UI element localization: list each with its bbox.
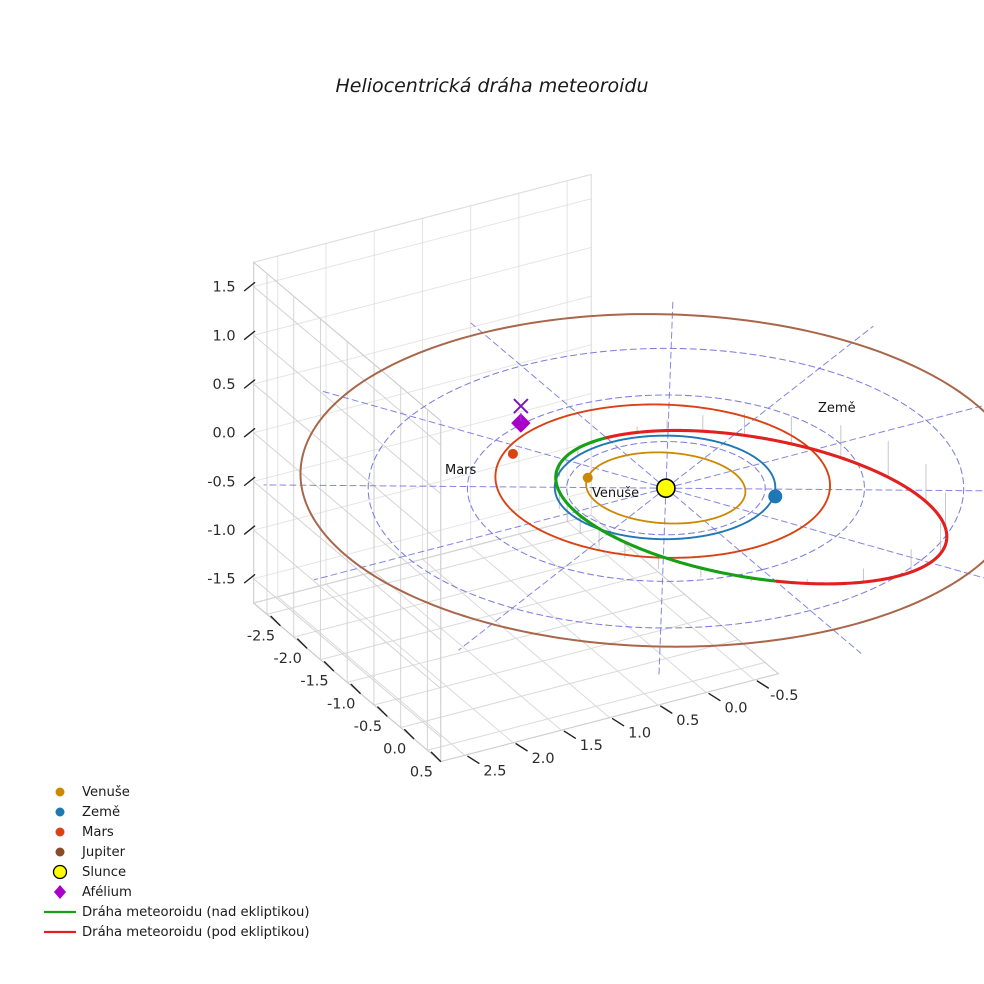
legend-dot-swatch (55, 807, 65, 817)
y-tick-4: 1.5 (580, 738, 603, 754)
legend-item: Dráha meteoroidu (nad ekliptikou) (44, 904, 310, 920)
axes-panes (252, 173, 780, 763)
x-tick-1: -2.0 (274, 651, 302, 667)
legend-item: Afélium (54, 884, 132, 900)
meteoroid-trajectory (554, 428, 949, 586)
legend-dot-swatch (55, 787, 65, 797)
z-tick-1: 1.0 (213, 328, 236, 344)
body-markers (507, 398, 783, 504)
z-tick-5: -1.0 (207, 523, 235, 539)
aphelion-marker (511, 413, 531, 433)
legend-item: Země (55, 804, 120, 820)
marker-venuše (582, 472, 593, 483)
z-tick-6: -1.5 (207, 572, 235, 588)
venuse-label: Venuše (592, 486, 639, 501)
y-tick-6: 2.5 (483, 763, 506, 779)
x-tick-0: -2.5 (247, 628, 275, 644)
legend-dot-swatch (52, 864, 68, 880)
z-tick-3: 0.0 (213, 426, 236, 442)
legend-dot-swatch (55, 847, 65, 857)
axis-tick-labels: 1.51.00.50.0-0.5-1.0-1.5-2.5-2.0-1.5-1.0… (207, 280, 798, 781)
planet-orbits (299, 313, 984, 648)
legend-item: Dráha meteoroidu (pod ekliptikou) (44, 924, 310, 940)
legend-item: Slunce (52, 864, 126, 880)
x-tick-3: -1.0 (327, 696, 355, 712)
legend-label: Jupiter (81, 845, 126, 860)
x-tick-5: 0.0 (383, 742, 406, 758)
legend-label: Dráha meteoroidu (pod ekliptikou) (82, 924, 310, 940)
legend-diamond-swatch (54, 885, 66, 899)
legend-label: Afélium (82, 884, 132, 900)
page-title: Heliocentrická dráha meteoroidu (335, 75, 648, 97)
marker-země (768, 489, 783, 504)
x-tick-2: -1.5 (300, 674, 328, 690)
legend-item: Venuše (55, 784, 130, 800)
y-tick-5: 2.0 (532, 751, 555, 767)
z-tick-0: 1.5 (213, 280, 236, 296)
legend-dot-swatch (55, 827, 65, 837)
mars-label: Mars (445, 463, 477, 478)
y-tick-3: 1.0 (628, 726, 651, 742)
x-tick-6: 0.5 (410, 764, 433, 780)
zeme-label: Země (818, 401, 856, 416)
y-tick-1: 0.0 (724, 701, 747, 717)
body-annotations: Mars Venuše Země (445, 401, 856, 501)
z-tick-4: -0.5 (207, 474, 235, 490)
y-tick-2: 0.5 (676, 713, 699, 729)
legend-label: Slunce (82, 865, 126, 880)
legend-label: Země (82, 804, 120, 820)
marker-mars (507, 448, 518, 459)
legend: Venuše Země Mars Jupiter Slunce Afélium Dráha … (44, 784, 310, 940)
aphelion-cross-icon (513, 398, 529, 414)
legend-item: Jupiter (55, 845, 126, 860)
y-tick-0: -0.5 (770, 688, 798, 704)
legend-item: Mars (55, 825, 114, 840)
legend-label: Mars (82, 825, 114, 840)
marker-slunce (656, 478, 676, 498)
z-tick-2: 0.5 (213, 377, 236, 393)
ecliptic-polar-grid (263, 298, 984, 678)
x-tick-4: -0.5 (354, 719, 382, 735)
legend-label: Dráha meteoroidu (nad ekliptikou) (82, 904, 310, 920)
legend-label: Venuše (82, 784, 130, 800)
